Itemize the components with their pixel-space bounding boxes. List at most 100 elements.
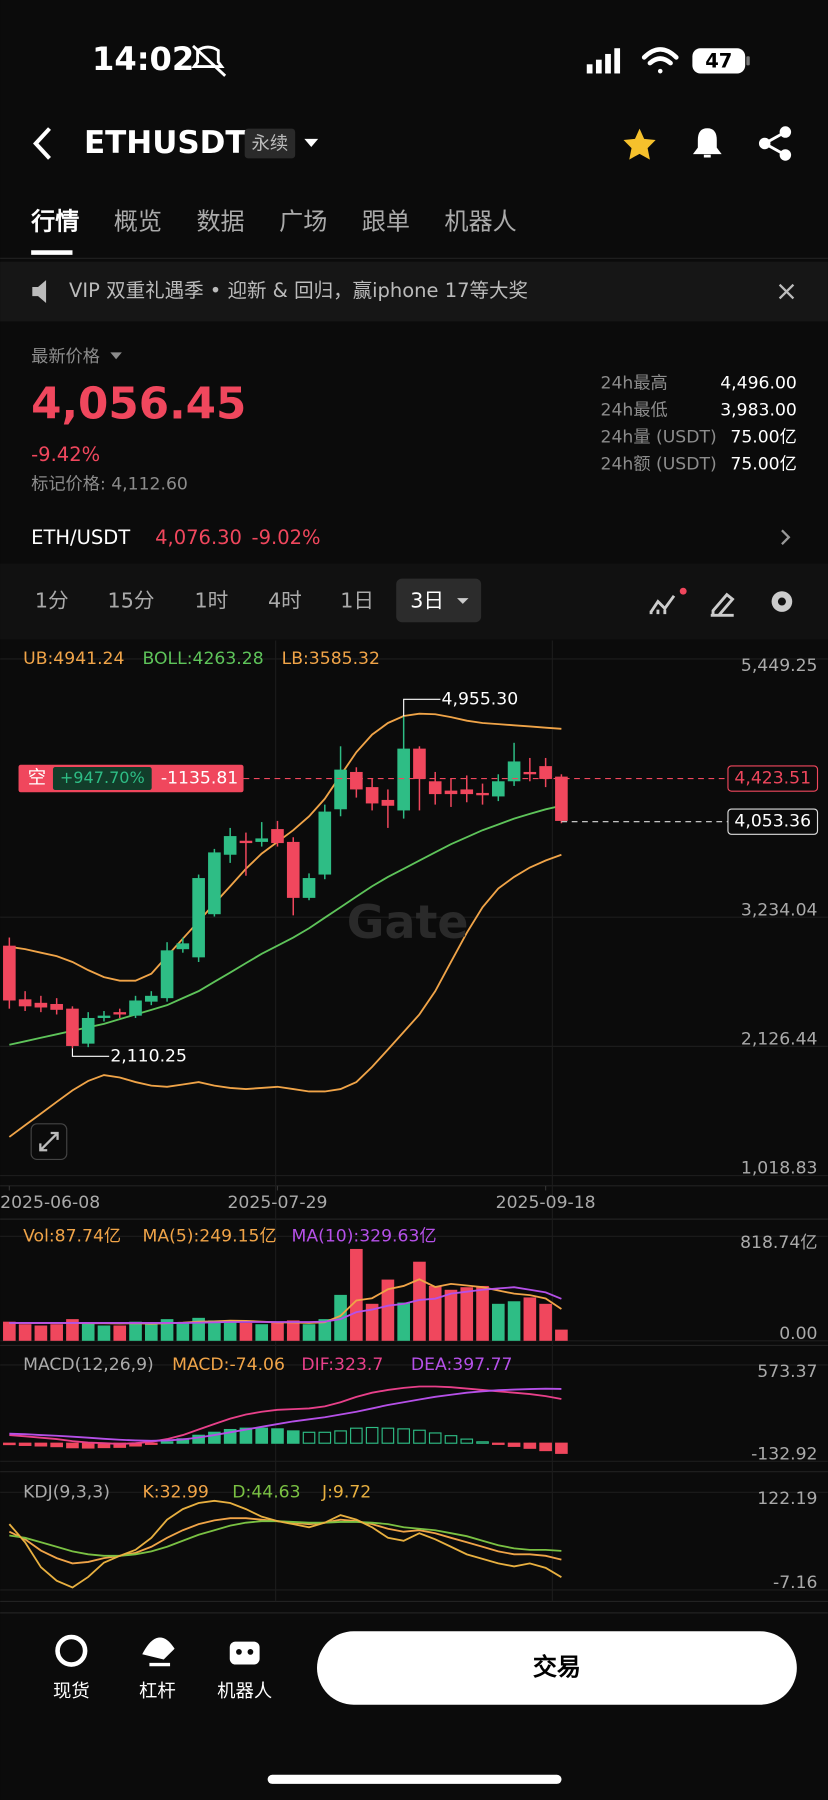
volume-bar (460, 1287, 474, 1341)
candle-body (523, 771, 537, 775)
draw-button[interactable] (710, 592, 735, 617)
trade-label[interactable]: 交易 (533, 1653, 581, 1681)
margin-icon[interactable] (142, 1637, 175, 1667)
macd-bar (255, 1427, 269, 1444)
tab[interactable]: 行情 (30, 208, 79, 236)
interval[interactable]: 1分 (35, 589, 69, 613)
tab[interactable]: 数据 (196, 208, 244, 236)
candle-body (271, 829, 284, 844)
volume-bar (97, 1325, 111, 1341)
mute-icon (191, 44, 227, 77)
stat-label: 24h量 (USDT) (601, 427, 717, 447)
x-tick-label: 2025-09-18 (496, 1193, 596, 1213)
bot-icon[interactable] (229, 1641, 260, 1665)
macd-bar (555, 1442, 568, 1454)
candle-body (476, 792, 489, 796)
spot-icon[interactable] (55, 1634, 88, 1667)
symbol-dropdown[interactable] (304, 138, 319, 147)
macd-bar (286, 1430, 300, 1444)
legend-item: UB:4941.24 (23, 649, 124, 669)
interval[interactable]: 4时 (268, 589, 302, 613)
high-pointer (403, 698, 441, 717)
interval[interactable]: 3日 (410, 589, 444, 613)
stat-label: 24h最高 (601, 373, 668, 393)
interval[interactable]: 1日 (340, 589, 374, 613)
volume-bar (271, 1322, 284, 1341)
indicator-button[interactable] (649, 594, 676, 615)
macd-bar (208, 1431, 221, 1444)
y-tick-label: 818.74亿 (740, 1233, 817, 1253)
tag-box (244, 128, 296, 159)
macd-bar (523, 1442, 537, 1449)
volume-bar (286, 1320, 300, 1341)
nav-label[interactable]: 杠杆 (139, 1681, 176, 1702)
interval[interactable]: 1时 (194, 589, 228, 613)
tab[interactable]: 广场 (279, 208, 327, 236)
kdj-d (9, 1520, 562, 1557)
volume-bar (334, 1294, 347, 1341)
macd-bar (476, 1441, 489, 1444)
macd-dea (9, 1387, 562, 1442)
macd-bar (34, 1442, 48, 1447)
indicator-dot (679, 587, 687, 595)
stat-label: 24h最低 (601, 400, 668, 420)
volume-bar (144, 1324, 158, 1341)
candle-body (255, 838, 269, 842)
spot-price: 4,076.30 (155, 526, 242, 549)
macd-bar (302, 1431, 316, 1444)
x-tick-label: 2025-06-08 (0, 1193, 100, 1213)
legend-item: LB:3585.32 (282, 649, 380, 669)
tab[interactable]: 跟单 (362, 208, 410, 236)
macd-bar (334, 1430, 347, 1444)
volume-bar (507, 1301, 521, 1341)
trade-button[interactable] (316, 1631, 797, 1705)
stat-value: 75.00亿 (730, 427, 796, 447)
nav-label[interactable]: 现货 (53, 1681, 90, 1702)
spot-pair[interactable]: ETH/USDT (31, 526, 130, 549)
favorite-star[interactable] (623, 128, 656, 160)
fullscreen-button[interactable] (30, 1123, 68, 1161)
legend-item: MA(10):329.63亿 (292, 1226, 437, 1246)
share-button[interactable] (758, 126, 792, 161)
volume-bar (523, 1297, 537, 1341)
macd-bar (144, 1442, 158, 1445)
interval[interactable]: 15分 (108, 589, 155, 613)
banner-close[interactable] (778, 283, 795, 300)
signal-icon (586, 48, 621, 74)
tab[interactable]: 概览 (114, 208, 162, 236)
price-dropdown[interactable] (110, 352, 122, 360)
candle-body (208, 852, 221, 915)
legend-item: MACD:-74.06 (172, 1355, 285, 1375)
macd-bar (381, 1427, 395, 1444)
candle-body (491, 781, 505, 797)
candle-body (34, 1002, 48, 1008)
macd-bar (50, 1442, 63, 1448)
y-tick-label: 0.00 (779, 1324, 817, 1344)
volume-bar (476, 1285, 489, 1341)
candle-body (334, 769, 347, 810)
interval-dropdown[interactable] (457, 598, 469, 604)
symbol[interactable]: ETHUSDT (84, 125, 247, 161)
position-pnl-pct: +947.70% (60, 768, 145, 787)
volume-bar (81, 1322, 95, 1341)
spot-chevron[interactable] (781, 529, 791, 545)
position-pnl: -1135.81 (161, 769, 238, 789)
nav-label[interactable]: 机器人 (217, 1681, 272, 1702)
stat-label: 24h额 (USDT) (601, 454, 717, 474)
banner-text[interactable]: VIP 双重礼遇季 • 迎新 & 回归，赢iphone 17等大奖 (69, 279, 528, 302)
entry-tag (727, 765, 819, 792)
candle-body (286, 841, 300, 898)
candle-body (97, 1015, 111, 1018)
y-tick-label: 1,018.83 (741, 1159, 818, 1179)
candle-body (113, 1012, 127, 1015)
back-button[interactable] (33, 127, 51, 160)
macd-bar (507, 1442, 521, 1447)
alert-button[interactable] (692, 128, 722, 158)
y-tick-label: 122.19 (757, 1489, 817, 1509)
macd-bar (271, 1428, 284, 1444)
price-change: -9.42% (31, 443, 100, 466)
tab[interactable]: 机器人 (444, 208, 516, 236)
fullscreen-icon (39, 1131, 59, 1152)
candle-body (81, 1017, 95, 1044)
